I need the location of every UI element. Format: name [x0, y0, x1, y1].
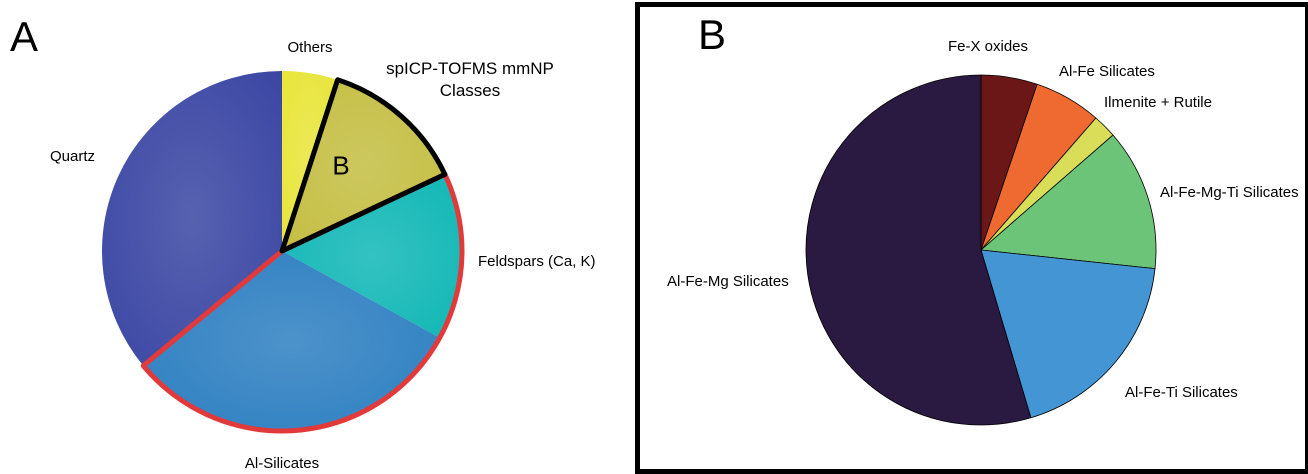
- panel-a-letter: A: [10, 13, 39, 60]
- pie-b-label-al-fe-silicates: Al-Fe Silicates: [1059, 63, 1155, 80]
- pie-b-label-al-fe-mg-silicates: Al-Fe-Mg Silicates: [667, 273, 789, 290]
- pie-b-slice-al-fe-ti-silicates: [980, 249, 1156, 419]
- pie-a-label-b: B: [332, 151, 349, 181]
- pie-b-label-al-fe-mg-ti-silicates: Al-Fe-Mg-Ti Silicates: [1160, 184, 1299, 201]
- pie-a-slice-al-silicates: [143, 251, 440, 432]
- pie-a-callout-label: spICP-TOFMS mmNP Classes: [386, 59, 554, 100]
- panel-b-letter: B: [698, 11, 727, 58]
- pie-b-label-ilmenite-rutile: Ilmenite + Rutile: [1104, 94, 1212, 111]
- pie-a-slice-feldspars-ca-k: [282, 174, 462, 338]
- pie-b-label-fe-x-oxides: Fe-X oxides: [948, 38, 1028, 55]
- pie-a-slice-quartz: [102, 71, 282, 366]
- pie-b-slice-al-fe-mg-silicates: [805, 74, 1032, 426]
- pie-b-label-al-fe-ti-silicates: Al-Fe-Ti Silicates: [1125, 384, 1238, 401]
- panel-b: B Fe-X oxides Al-Fe Silicates Ilmenite + R…: [634, 0, 1308, 474]
- pie-a-highlight-red: [140, 171, 465, 434]
- pie-b-slice-al-fe-mg-ti-silicates: [980, 134, 1157, 270]
- pie-a-label-feldspars-ca-k: Feldspars (Ca, K): [478, 253, 596, 270]
- pie-a-label-quartz: Quartz: [50, 148, 95, 165]
- pie-a-label-al-silicates: Al-Silicates: [245, 455, 319, 472]
- pie-a-slice-b: [282, 79, 445, 251]
- pie-a-label-others: Others: [287, 39, 332, 56]
- pie-chart-b: Fe-X oxides Al-Fe Silicates Ilmenite + Rut…: [667, 38, 1299, 426]
- pie-a-highlight-black: [279, 77, 448, 254]
